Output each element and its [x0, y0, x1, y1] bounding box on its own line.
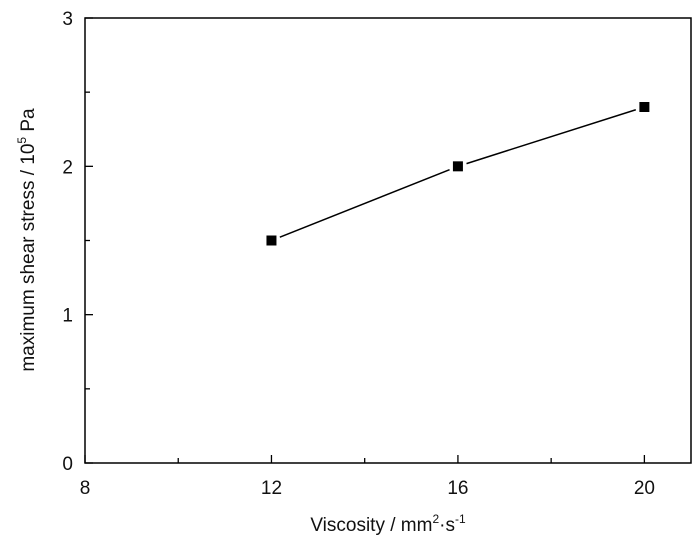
y-axis-label: maximum shear stress / 105 Pa [15, 108, 39, 372]
data-point-marker [452, 161, 463, 172]
plot-frame [84, 17, 692, 464]
y-tick-label: 1 [62, 306, 73, 327]
x-tick-label: 20 [634, 478, 655, 499]
y-tick-label: 0 [62, 454, 73, 475]
data-point-marker [639, 102, 650, 112]
x-tick-label: 16 [447, 478, 468, 499]
x-tick-label: 8 [80, 478, 91, 499]
x-tick-label: 12 [261, 478, 282, 499]
y-tick-label: 3 [62, 9, 73, 30]
series-line-segment [279, 168, 450, 238]
data-point-marker [266, 235, 277, 246]
series-line-segment [466, 109, 637, 165]
y-tick-label: 2 [62, 157, 73, 178]
x-axis-label: Viscosity / mm2·s-1 [310, 512, 466, 536]
